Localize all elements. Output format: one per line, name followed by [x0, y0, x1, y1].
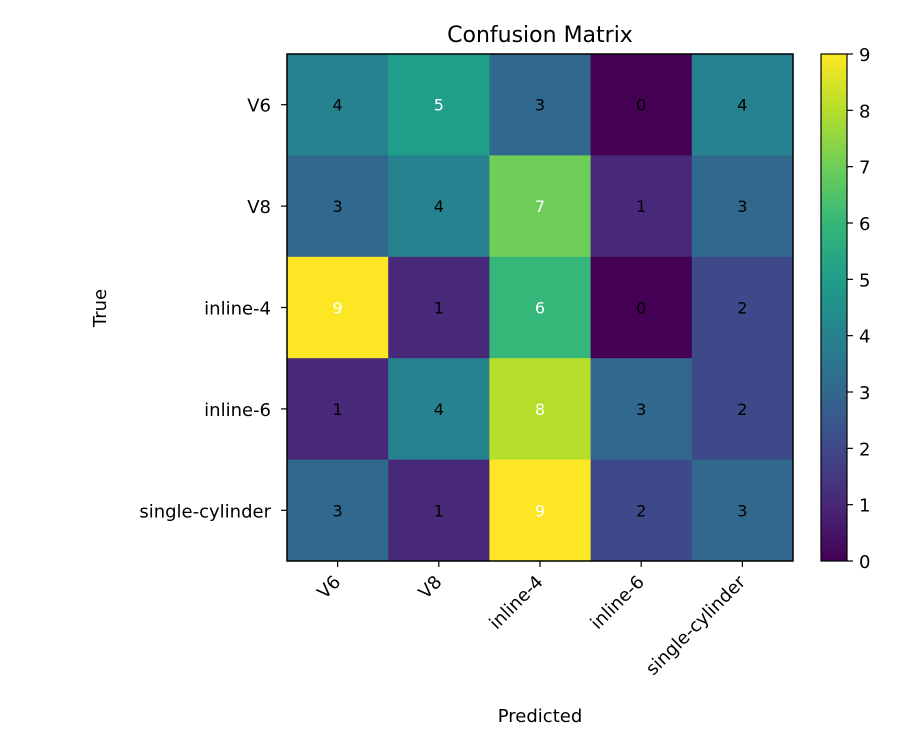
x-tick-label: single-cylinder: [642, 571, 750, 679]
cell-value-label: 3: [737, 501, 747, 520]
colorbar-tick-label: 2: [859, 439, 870, 460]
heatmap-cell: [489, 358, 592, 461]
colorbar-tick-label: 0: [859, 552, 870, 573]
cell-value-label: 4: [737, 96, 747, 115]
colorbar-tick-label: 5: [859, 270, 870, 291]
colorbar: [820, 53, 848, 562]
y-axis-label: True: [90, 289, 111, 328]
colorbar-tick-label: 7: [859, 158, 870, 179]
cell-value-label: 8: [535, 400, 545, 419]
heatmap-cell: [590, 459, 693, 562]
cell-value-label: 4: [434, 400, 444, 419]
cell-value-label: 7: [535, 197, 545, 216]
colorbar-tick-label: 6: [859, 214, 870, 235]
colorbar-tick-label: 3: [859, 383, 870, 404]
heatmap-cell: [287, 459, 389, 562]
heatmap-cell-labels: 4 5 3 0 4 3 4 7 1 3 9 1 6 0 2 1 4 8 3 2 3 1 9 2 3: [333, 96, 748, 521]
cell-value-label: 6: [535, 299, 545, 318]
heatmap-cell: [691, 155, 794, 258]
colorbar-ticks: 0 1 2 3 4 5 6 7 8 9: [847, 45, 870, 573]
heatmap-cell: [388, 459, 490, 562]
heatmap-cell: [388, 155, 490, 258]
y-tick-label: inline-6: [204, 400, 271, 421]
heatmap-cell: [590, 358, 693, 461]
colorbar-tick-label: 4: [859, 327, 870, 348]
x-tick-label: V6: [313, 572, 345, 604]
y-tick-label: V8: [247, 197, 271, 218]
cell-value-label: 2: [737, 299, 747, 318]
heatmap-cells: [287, 54, 794, 562]
heatmap-cell: [590, 54, 693, 156]
cell-value-label: 0: [636, 299, 646, 318]
heatmap-cell: [287, 358, 389, 461]
x-tick-label: V8: [415, 572, 447, 604]
heatmap-cell: [287, 256, 389, 359]
y-tick-label: single-cylinder: [139, 501, 271, 522]
cell-value-label: 3: [535, 96, 545, 115]
cell-value-label: 9: [333, 299, 343, 318]
heatmap-cell: [691, 459, 794, 562]
chart-title: Confusion Matrix: [447, 23, 633, 48]
heatmap-cell: [691, 256, 794, 359]
cell-value-label: 3: [636, 400, 646, 419]
cell-value-label: 3: [333, 501, 343, 520]
heatmap-cell: [388, 358, 490, 461]
heatmap-cell: [388, 54, 490, 156]
cell-value-label: 1: [434, 299, 444, 318]
y-axis: V6 V8 inline-4 inline-6 single-cylinder: [139, 96, 287, 522]
heatmap-cell: [691, 54, 794, 156]
heatmap-cell: [489, 256, 592, 359]
cell-value-label: 3: [737, 197, 747, 216]
cell-value-label: 0: [636, 96, 646, 115]
colorbar-tick-label: 9: [859, 45, 870, 66]
heatmap-cell: [590, 256, 693, 359]
colorbar-tick-label: 8: [859, 101, 870, 122]
cell-value-label: 2: [737, 400, 747, 419]
cell-value-label: 2: [636, 501, 646, 520]
colorbar-tick-label: 1: [859, 496, 870, 517]
heatmap-cell: [691, 358, 794, 461]
cell-value-label: 4: [434, 197, 444, 216]
heatmap-cell: [489, 459, 592, 562]
heatmap-cell: [388, 256, 490, 359]
heatmap-cell: [287, 54, 389, 156]
x-axis-label: Predicted: [498, 706, 583, 727]
heatmap-cell: [489, 155, 592, 258]
cell-value-label: 1: [333, 400, 343, 419]
x-tick-label: inline-4: [485, 572, 547, 634]
cell-value-label: 3: [333, 197, 343, 216]
cell-value-label: 9: [535, 501, 545, 520]
heatmap-cell: [489, 54, 592, 156]
cell-value-label: 1: [434, 501, 444, 520]
heatmap-cell: [287, 155, 389, 258]
heatmap-cell: [590, 155, 693, 258]
cell-value-label: 5: [434, 96, 444, 115]
y-tick-label: V6: [247, 96, 271, 117]
cell-value-label: 1: [636, 197, 646, 216]
x-tick-label: inline-6: [587, 572, 649, 634]
cell-value-label: 4: [333, 96, 343, 115]
y-tick-label: inline-4: [204, 299, 271, 320]
